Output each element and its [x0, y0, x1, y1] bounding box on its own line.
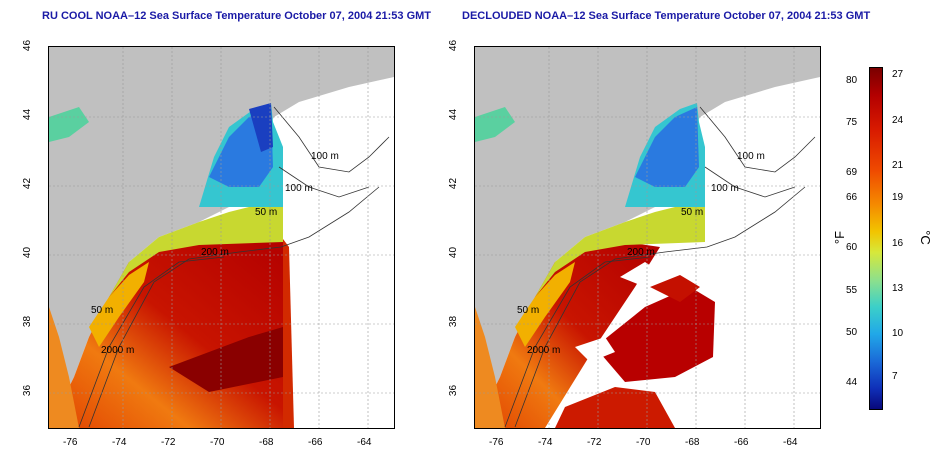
- contour-label-50m-b: 50 m: [91, 305, 114, 316]
- contour-label-100m-a: 100 m: [737, 151, 765, 162]
- right-x-tick: -74: [538, 437, 553, 448]
- left-y-tick: 46: [22, 39, 34, 52]
- temperature-colorbar: [869, 67, 883, 410]
- right-sst-map: 100 m 100 m 50 m 200 m 50 m 2000 m: [474, 46, 821, 429]
- colorbar-c-tick: 27: [892, 69, 904, 80]
- colorbar-c-tick: 10: [892, 328, 904, 339]
- right-map-graphic: [475, 47, 820, 428]
- colorbar-f-tick: 44: [846, 377, 858, 388]
- contour-label-2000m: 2000 m: [527, 345, 561, 356]
- right-x-tick: -76: [489, 437, 504, 448]
- left-x-tick: -70: [210, 437, 225, 448]
- contour-label-50m-a: 50 m: [681, 207, 704, 218]
- contour-label-50m-a: 50 m: [255, 207, 278, 218]
- left-x-tick: -66: [308, 437, 323, 448]
- colorbar-c-tick: 16: [892, 238, 904, 249]
- fahrenheit-axis-label: °F: [832, 230, 848, 245]
- colorbar-c-tick: 24: [892, 115, 904, 126]
- left-map-graphic: [49, 47, 394, 428]
- right-y-tick: 42: [448, 177, 460, 190]
- left-y-tick: 42: [22, 177, 34, 190]
- colorbar-f-tick: 60: [846, 242, 858, 253]
- colorbar-c-tick: 21: [892, 160, 904, 171]
- colorbar-f-tick: 66: [846, 192, 858, 203]
- colorbar-f-tick: 75: [846, 117, 858, 128]
- colorbar-c-tick: 19: [892, 192, 904, 203]
- contour-label-50m-b: 50 m: [517, 305, 540, 316]
- right-x-tick: -66: [734, 437, 749, 448]
- contour-label-200m: 200 m: [627, 247, 655, 258]
- colorbar-f-tick: 80: [846, 75, 858, 86]
- celsius-axis-label: °C: [917, 230, 933, 245]
- colorbar-c-tick: 13: [892, 283, 904, 294]
- contour-label-200m: 200 m: [201, 247, 229, 258]
- right-x-tick: -70: [636, 437, 651, 448]
- left-x-tick: -74: [112, 437, 127, 448]
- colorbar-f-tick: 55: [846, 285, 858, 296]
- right-y-tick: 38: [448, 315, 460, 328]
- left-y-tick: 44: [22, 108, 34, 121]
- colorbar-f-tick: 69: [846, 167, 858, 178]
- right-y-tick: 46: [448, 39, 460, 52]
- left-x-tick: -76: [63, 437, 78, 448]
- left-y-tick: 38: [22, 315, 34, 328]
- contour-label-100m-a: 100 m: [311, 151, 339, 162]
- right-y-tick: 36: [448, 384, 460, 397]
- right-x-tick: -72: [587, 437, 602, 448]
- right-x-tick: -68: [685, 437, 700, 448]
- left-y-tick: 40: [22, 246, 34, 259]
- contour-label-100m-b: 100 m: [711, 183, 739, 194]
- right-x-tick: -64: [783, 437, 798, 448]
- right-y-tick: 44: [448, 108, 460, 121]
- left-y-tick: 36: [22, 384, 34, 397]
- contour-label-100m-b: 100 m: [285, 183, 313, 194]
- contour-label-2000m: 2000 m: [101, 345, 135, 356]
- colorbar-c-tick: 7: [892, 371, 898, 382]
- left-panel-title: RU COOL NOAA–12 Sea Surface Temperature …: [42, 10, 432, 22]
- right-panel-title: DECLOUDED NOAA–12 Sea Surface Temperatur…: [462, 10, 871, 22]
- left-x-tick: -72: [161, 437, 176, 448]
- left-sst-map: 100 m 100 m 50 m 200 m 50 m 2000 m: [48, 46, 395, 429]
- left-x-tick: -68: [259, 437, 274, 448]
- right-y-tick: 40: [448, 246, 460, 259]
- left-x-tick: -64: [357, 437, 372, 448]
- colorbar-f-tick: 50: [846, 327, 858, 338]
